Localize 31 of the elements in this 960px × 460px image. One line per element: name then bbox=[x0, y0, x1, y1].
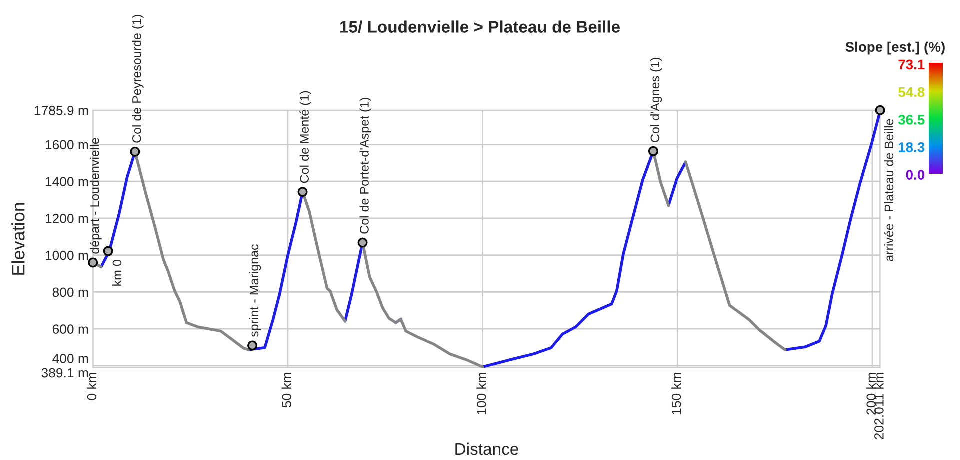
y-tick-label: 800 m bbox=[52, 288, 88, 298]
color-bar-label: 54.8 bbox=[898, 87, 925, 98]
annotation: Col de Menté (1) bbox=[300, 91, 312, 184]
annotation: départ - Loudenvielle bbox=[90, 138, 102, 254]
annotation: Col de Portet-d'Aspet (1) bbox=[360, 98, 372, 234]
y-tick-label: 600 m bbox=[52, 324, 88, 334]
x-tick-label: 50 km bbox=[282, 373, 292, 408]
color-bar-label: 0.0 bbox=[906, 170, 925, 180]
chart-title: 15/ Loudenvielle > Plateau de Beille bbox=[340, 20, 620, 34]
y-axis-title: Elevation bbox=[12, 203, 25, 275]
color-bar-label: 73.1 bbox=[898, 60, 925, 70]
color-bar-label: 18.3 bbox=[898, 142, 925, 152]
x-tick-label: 100 km bbox=[476, 373, 486, 414]
annotation: km 0 bbox=[112, 260, 122, 286]
y-tick-label: 1200 m bbox=[46, 214, 88, 224]
annotation: Col d'Agnes (1) bbox=[650, 58, 662, 142]
annotation: Col de Peyresourde (1) bbox=[132, 15, 144, 143]
color-bar-title: Slope [est.] (%) bbox=[846, 42, 945, 55]
x-tick-label: 150 km bbox=[671, 373, 682, 414]
y-tick-label: 1000 m bbox=[46, 250, 88, 260]
annotation: sprint - Marignac bbox=[249, 244, 262, 338]
x-tick-label: 202.011 km bbox=[874, 373, 884, 440]
y-tick-label: 1785.9 m bbox=[34, 106, 88, 116]
color-bar-label: 36.5 bbox=[898, 115, 925, 125]
annotation: arrivée - Plateau de Beille bbox=[884, 119, 894, 262]
y-tick-label: 389.1 m bbox=[42, 368, 88, 378]
x-tick-label: 0 km bbox=[86, 373, 97, 400]
y-tick-label: 1400 m bbox=[46, 177, 88, 186]
y-tick-label: 400 m bbox=[52, 354, 88, 364]
x-axis-title: Distance bbox=[456, 442, 518, 456]
y-tick-label: 1600 m bbox=[46, 140, 88, 150]
